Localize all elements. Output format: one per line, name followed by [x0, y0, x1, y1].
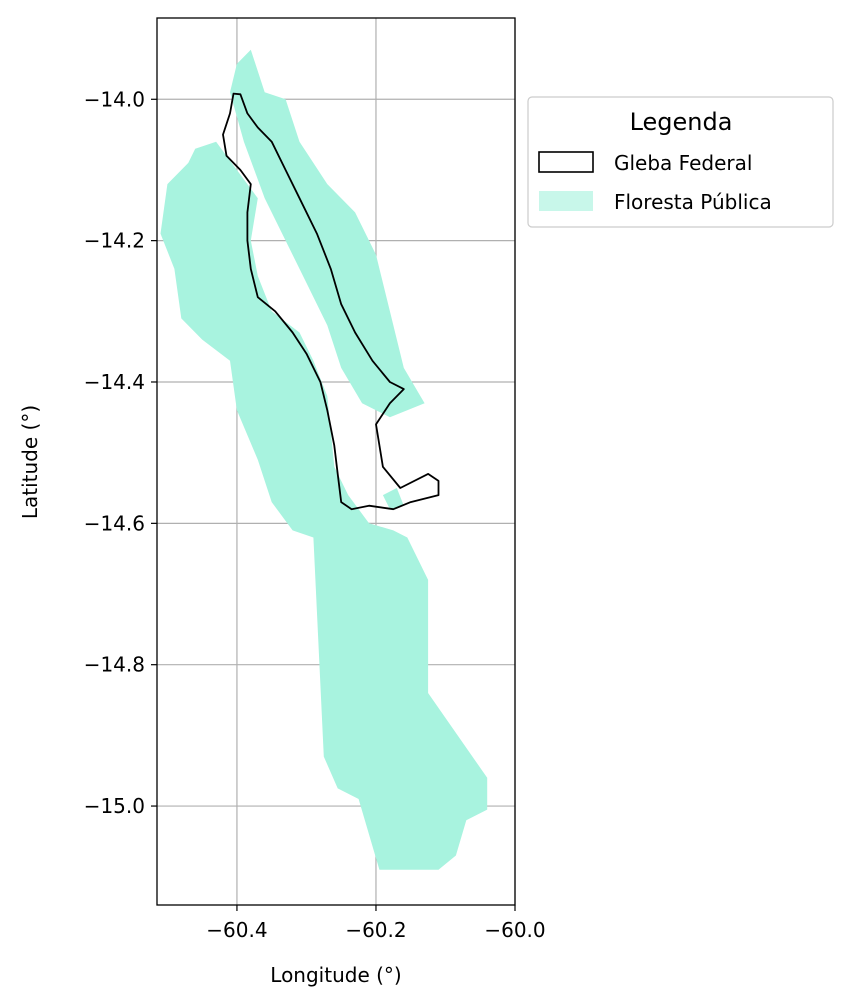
legend: Legenda Gleba Federal Floresta Pública [527, 96, 834, 228]
legend-swatch-gleba-federal [538, 151, 594, 173]
plot-frame [156, 17, 516, 906]
floresta-publica-layer [160, 49, 488, 870]
legend-label-gleba-federal: Gleba Federal [614, 151, 752, 175]
legend-box [527, 96, 834, 228]
y-tick-label: −14.8 [84, 653, 145, 677]
x-axis-title: Longitude (°) [270, 963, 401, 987]
x-tick-label: −60.4 [206, 918, 267, 942]
y-tick-label: −14.4 [84, 370, 145, 394]
x-tick-label: −60.2 [345, 918, 406, 942]
legend-title: Legenda [630, 108, 733, 136]
legend-label-floresta-publica: Floresta Pública [614, 190, 772, 214]
y-tick-label: −14.0 [84, 87, 145, 111]
y-tick-label: −14.2 [84, 229, 145, 253]
x-tick-label: −60.0 [484, 918, 545, 942]
floresta-publica-polygon [160, 141, 488, 870]
x-axis-ticks: −60.4 −60.2 −60.0 [206, 905, 546, 942]
y-axis-title: Latitude (°) [18, 405, 42, 519]
y-axis-ticks: −14.0 −14.2 −14.4 −14.6 −14.8 −15.0 [84, 87, 157, 818]
gleba-federal-layer [222, 92, 440, 511]
y-tick-label: −15.0 [84, 794, 145, 818]
gleba-federal-polygon [222, 92, 440, 511]
y-tick-label: −14.6 [84, 511, 145, 535]
floresta-publica-polygon [230, 49, 425, 418]
legend-swatch-floresta-publica [539, 191, 593, 211]
floresta-publica-polygon [382, 488, 404, 510]
